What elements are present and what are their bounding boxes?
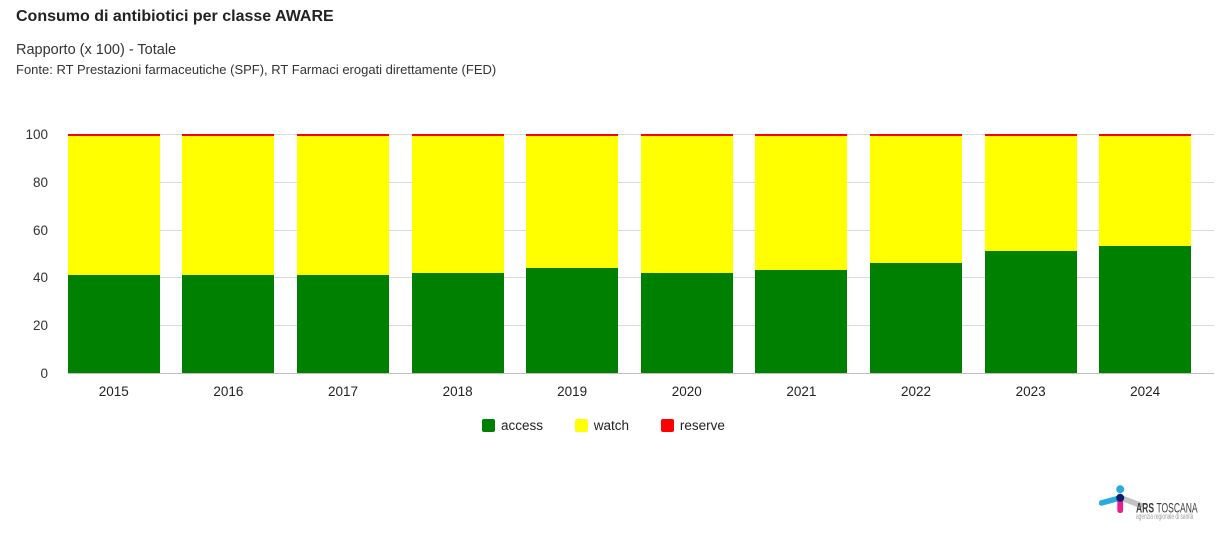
svg-text:agenzia regionale di sanità: agenzia regionale di sanità xyxy=(1136,513,1194,521)
